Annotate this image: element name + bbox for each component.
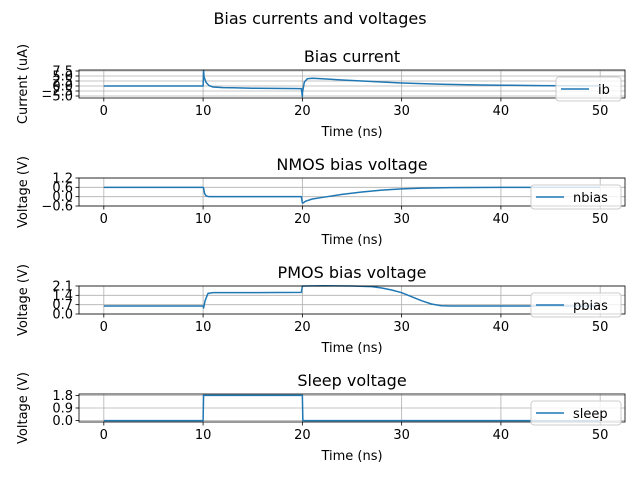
subplot-title: Bias current [304, 47, 400, 66]
legend-label-nbias: nbias [573, 191, 608, 206]
y-axis-label: Voltage (V) [16, 372, 31, 444]
x-tick-label: 30 [393, 212, 410, 227]
axes-frame [78, 177, 626, 207]
y-tick-label: 7.5 [52, 65, 73, 80]
y-tick-label: 1.4 [52, 289, 73, 304]
y-tick-label: 2.1 [52, 280, 73, 295]
x-tick-label: 0 [100, 428, 108, 443]
y-axis-label: Voltage (V) [16, 264, 31, 336]
y-tick-label: −2.5 [41, 85, 73, 100]
y-tick-label: 0.0 [52, 190, 73, 205]
y-tick-label: 0.7 [52, 298, 73, 313]
subplot-1: Bias current 0 10 20 30 40 50 −5.0−2.50.02.55.0… [16, 44, 626, 140]
x-tick-label: 40 [493, 212, 510, 227]
y-tick-label: 0.6 [52, 181, 73, 196]
y-axis-label: Voltage (V) [16, 156, 31, 228]
subplot-title: NMOS bias voltage [276, 155, 427, 174]
y-tick-label: 0.0 [52, 308, 73, 323]
x-tick-label: 50 [592, 320, 609, 335]
subplot-title: PMOS bias voltage [278, 263, 427, 282]
y-tick-label: 0.0 [52, 80, 73, 95]
x-tick-label: 50 [592, 428, 609, 443]
x-axis-label: Time (ns) [320, 125, 382, 140]
x-tick-label: 20 [294, 320, 311, 335]
axes-frame [78, 285, 626, 315]
x-tick-label: 40 [493, 320, 510, 335]
subplot-3: PMOS bias voltage 0 10 20 30 40 50 0.00.71.42.1… [16, 263, 626, 356]
x-tick-label: 50 [592, 212, 609, 227]
x-tick-label: 40 [493, 104, 510, 119]
y-tick-label: 5.0 [52, 70, 73, 85]
y-tick-label: 0.9 [52, 402, 73, 417]
x-tick-label: 0 [100, 320, 108, 335]
x-axis-label: Time (ns) [320, 449, 382, 464]
legend-box [530, 400, 622, 426]
legend-label-sleep: sleep [573, 407, 608, 422]
x-tick-label: 20 [294, 212, 311, 227]
series-line-ib [103, 69, 601, 98]
x-axis-label: Time (ns) [320, 233, 382, 248]
subplot-4: Sleep voltage 0 10 20 30 40 50 0.00.91.8 Time (n… [16, 371, 626, 464]
y-tick-label: 2.5 [52, 75, 73, 90]
x-tick-label: 30 [393, 320, 410, 335]
x-tick-label: 10 [195, 212, 212, 227]
legend-box [530, 292, 622, 318]
y-tick-label: 0.0 [52, 414, 73, 429]
subplot-title: Sleep voltage [297, 371, 406, 390]
x-tick-label: 30 [393, 428, 410, 443]
legend-label-pbias: pbias [573, 299, 608, 314]
y-tick-label: −0.6 [41, 200, 73, 215]
x-tick-label: 10 [195, 320, 212, 335]
y-axis-label: Current (uA) [16, 44, 31, 124]
x-tick-label: 0 [100, 104, 108, 119]
x-tick-label: 10 [195, 428, 212, 443]
x-axis-label: Time (ns) [320, 341, 382, 356]
series-line-nbias [103, 186, 601, 204]
x-tick-label: 30 [393, 104, 410, 119]
y-tick-label: 1.8 [52, 389, 73, 404]
legend-label-ib: ib [598, 83, 610, 98]
x-tick-label: 20 [294, 428, 311, 443]
y-tick-label: 1.2 [52, 172, 73, 187]
x-tick-label: 50 [592, 104, 609, 119]
legend-box [530, 184, 622, 210]
series-line-sleep [103, 394, 601, 422]
x-tick-label: 0 [100, 212, 108, 227]
subplot-2: NMOS bias voltage 0 10 20 30 40 50 −0.60.00.61.… [16, 155, 626, 248]
x-tick-label: 40 [493, 428, 510, 443]
y-tick-label: −5.0 [41, 90, 73, 105]
figure-suptitle: Bias currents and voltages [213, 9, 426, 28]
x-tick-label: 10 [195, 104, 212, 119]
x-tick-label: 20 [294, 104, 311, 119]
axes-frame [78, 69, 626, 99]
